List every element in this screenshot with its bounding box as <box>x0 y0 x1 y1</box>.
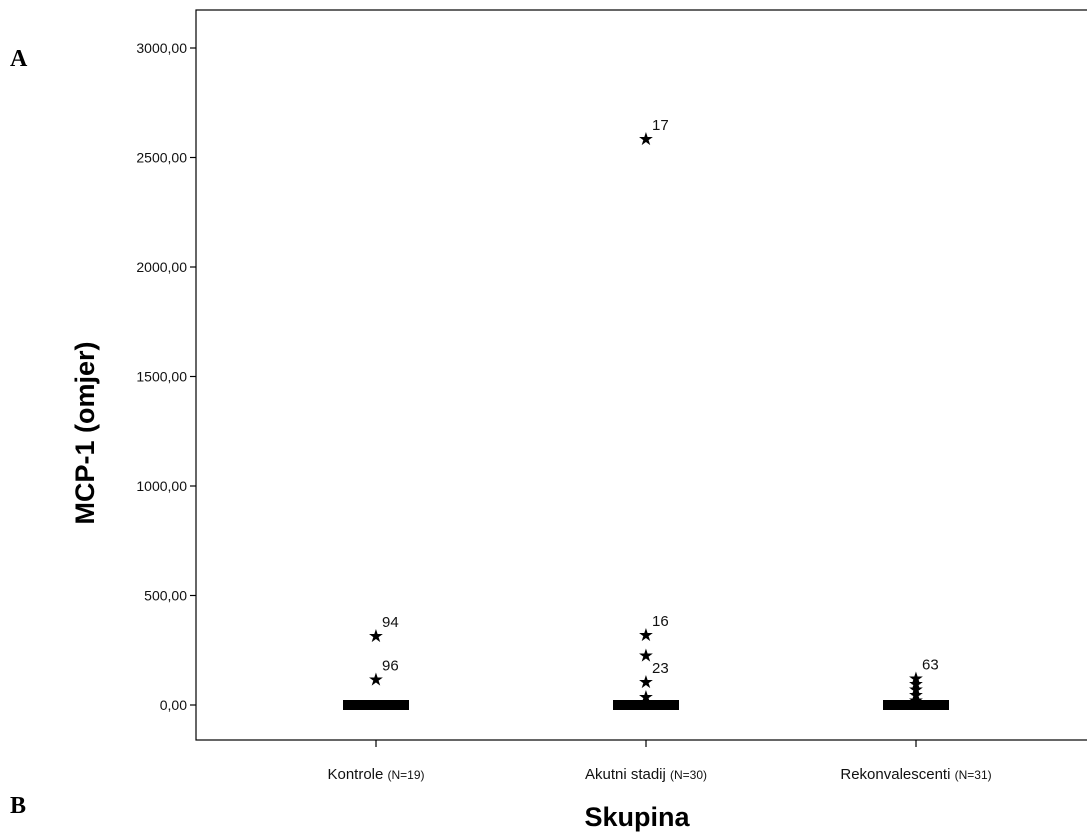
y-tick-label: 3000,00 <box>136 40 187 56</box>
outlier-star: ★ <box>638 672 654 693</box>
outlier-label: 63 <box>922 657 939 674</box>
outlier-star: ★ <box>638 625 654 646</box>
x-axis-title: Skupina <box>584 802 690 832</box>
outlier-label: 16 <box>652 613 669 630</box>
y-tick-label: 0,00 <box>160 697 187 713</box>
outlier-star: ★ <box>638 129 654 150</box>
plot-area-frame <box>195 9 1087 741</box>
outlier-star: ★ <box>908 685 924 706</box>
y-tick-label: 1500,00 <box>136 369 187 385</box>
y-tick-label: 500,00 <box>144 588 187 604</box>
outlier-star: ★ <box>638 687 654 708</box>
outlier-star: ★ <box>368 670 384 691</box>
outlier-label: 17 <box>652 117 669 134</box>
outlier-star: ★ <box>908 680 924 701</box>
panel-label-a: A <box>10 46 28 72</box>
outlier-label: 96 <box>382 658 399 675</box>
y-tick-label: 1000,00 <box>136 478 187 494</box>
x-category-label: Kontrole (N=19) <box>327 766 424 783</box>
y-tick-label: 2500,00 <box>136 150 187 166</box>
panel-label-b: B <box>10 793 27 819</box>
x-category-label: Akutni stadij (N=30) <box>585 766 707 783</box>
outlier-star: ★ <box>638 646 654 667</box>
outlier-star: ★ <box>368 626 384 647</box>
outlier-label: 23 <box>652 660 669 677</box>
outlier-star: ★ <box>908 691 924 712</box>
y-tick-label: 2000,00 <box>136 259 187 275</box>
outlier-label: 94 <box>382 614 399 631</box>
y-axis-title: MCP-1 (omjer) <box>70 341 100 524</box>
outlier-star: ★ <box>908 669 924 690</box>
x-category-label: Rekonvalescenti (N=31) <box>840 766 991 783</box>
outlier-star: ★ <box>908 674 924 695</box>
